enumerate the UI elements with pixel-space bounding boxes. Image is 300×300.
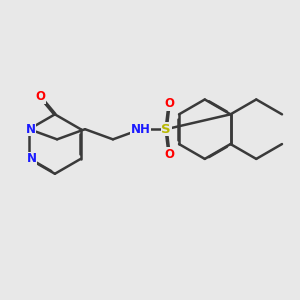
Text: O: O [35, 90, 45, 103]
Text: O: O [164, 98, 174, 110]
Text: N: N [26, 152, 37, 165]
Text: O: O [164, 148, 174, 161]
Text: NH: NH [131, 123, 151, 136]
Text: S: S [161, 123, 171, 136]
Text: N: N [26, 123, 36, 136]
